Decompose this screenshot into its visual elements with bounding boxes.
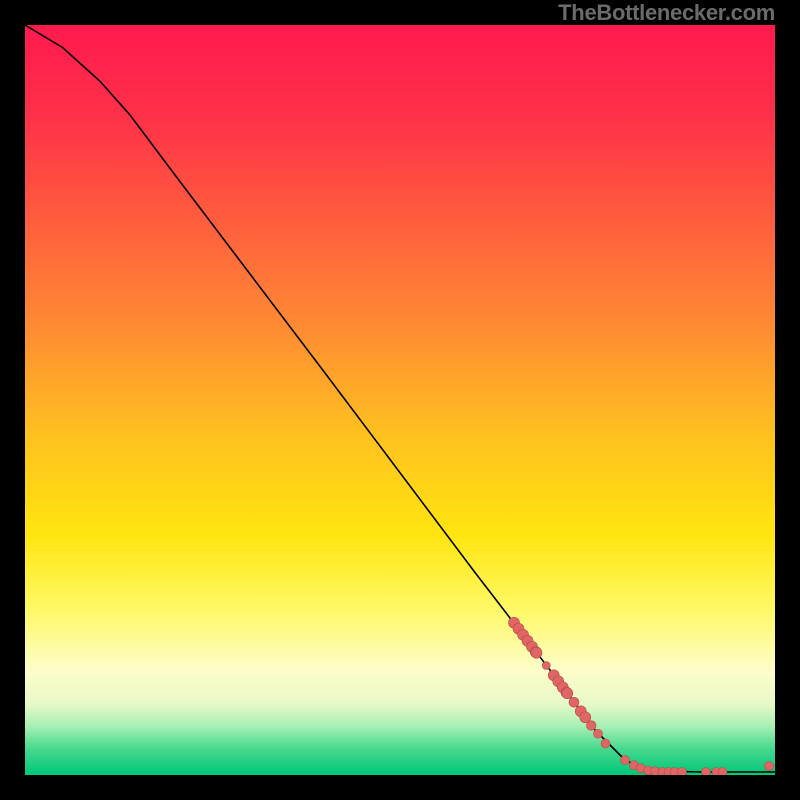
data-point-marker bbox=[702, 768, 711, 776]
data-point-marker bbox=[586, 721, 596, 731]
curve-chart bbox=[25, 25, 775, 775]
data-point-marker bbox=[621, 756, 630, 765]
data-point-marker bbox=[594, 729, 603, 738]
data-point-marker bbox=[531, 647, 542, 658]
data-point-marker bbox=[678, 768, 687, 776]
watermark-text: TheBottlenecker.com bbox=[558, 0, 775, 26]
data-point-marker bbox=[562, 688, 573, 699]
data-point-marker bbox=[718, 768, 727, 776]
chart-container bbox=[25, 25, 775, 775]
data-point-marker bbox=[601, 739, 610, 748]
data-point-marker bbox=[765, 762, 774, 771]
gradient-background bbox=[25, 25, 775, 775]
data-point-marker bbox=[569, 697, 579, 707]
data-point-marker bbox=[542, 662, 550, 670]
